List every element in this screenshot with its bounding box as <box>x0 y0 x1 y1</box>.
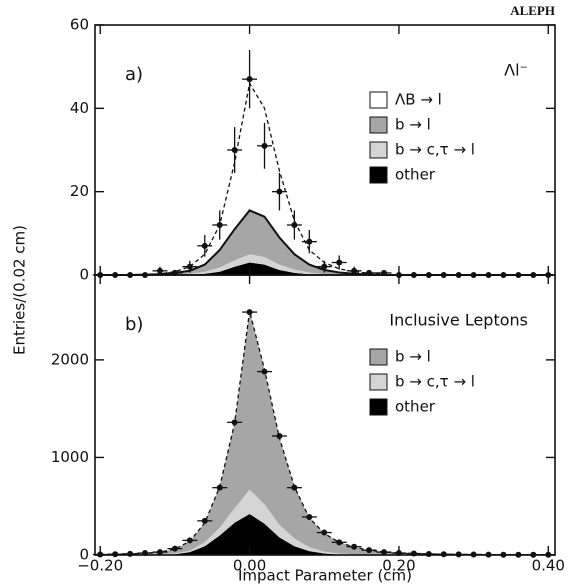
legend-label: other <box>395 166 436 184</box>
data-point <box>276 432 283 439</box>
data-point <box>321 263 328 270</box>
legend-swatch <box>369 166 388 184</box>
data-point <box>201 517 208 524</box>
data-point <box>336 259 343 266</box>
fit-curve <box>100 310 549 556</box>
y-tick-label: 40 <box>70 99 89 117</box>
data-point <box>231 419 238 426</box>
data-point <box>261 368 268 375</box>
data-point <box>127 550 134 557</box>
y-axis-label: Entries/(0.02 cm) <box>11 225 29 355</box>
data-point <box>351 543 358 550</box>
y-tick-label: 60 <box>70 16 89 34</box>
data-point <box>261 142 268 149</box>
data-point <box>351 267 358 274</box>
y-tick-label: 0 <box>79 266 89 284</box>
data-point <box>201 242 208 249</box>
legend-label: b → c,τ → l <box>395 373 475 391</box>
data-point <box>306 238 313 245</box>
legend-label: b → c,τ → l <box>395 141 475 159</box>
legend-swatch <box>369 348 388 366</box>
panel-label: a) <box>125 64 143 85</box>
y-tick-label: 20 <box>70 182 89 200</box>
data-point <box>171 545 178 552</box>
data-point <box>425 551 432 558</box>
legend-label: other <box>395 398 436 416</box>
data-point <box>246 309 253 316</box>
y-tick-label: 2000 <box>51 350 89 368</box>
legend-swatch <box>369 141 388 159</box>
legend-label: b → l <box>395 348 431 366</box>
legend-swatch <box>369 116 388 134</box>
data-point <box>291 222 298 228</box>
panel-subtitle: Inclusive Leptons <box>389 311 528 330</box>
legend-label: b → l <box>395 116 431 134</box>
stacked-area <box>100 489 549 555</box>
legend-swatch <box>369 373 388 391</box>
data-point <box>321 529 328 536</box>
x-tick-label: 0.40 <box>532 557 565 575</box>
x-tick-label: −0.20 <box>77 557 123 575</box>
plot-frame <box>94 24 556 276</box>
fit-curve <box>100 81 549 276</box>
data-point <box>216 484 223 491</box>
stacked-area <box>100 83 549 275</box>
data-point <box>156 549 163 556</box>
legend-swatch <box>369 91 388 109</box>
data-point <box>366 547 373 554</box>
data-point <box>231 147 238 153</box>
annotation: ALEPH <box>510 3 555 18</box>
data-point <box>276 188 283 195</box>
stacked-area <box>100 514 549 555</box>
y-tick-label: 0 <box>79 546 89 564</box>
data-point <box>246 76 253 83</box>
stacked-area <box>100 254 549 275</box>
data-point <box>156 267 163 274</box>
stacked-area <box>100 210 549 275</box>
data-point <box>186 263 193 270</box>
data-point <box>216 222 223 228</box>
x-tick-label: 0.00 <box>233 557 266 575</box>
legend-label: ΛB → l <box>395 91 442 109</box>
data-point <box>186 537 193 544</box>
plot-frame <box>94 274 556 556</box>
data-point <box>291 484 298 491</box>
panel-label: b) <box>125 314 143 335</box>
panel-subtitle: Λl⁻ <box>504 61 528 80</box>
stacked-area <box>100 311 549 555</box>
legend-swatch <box>369 398 388 416</box>
y-tick-label: 1000 <box>51 448 89 466</box>
x-axis-label: Impact Parameter (cm) <box>238 567 412 585</box>
x-tick-label: 0.20 <box>382 557 415 575</box>
data-point <box>336 539 343 546</box>
data-point <box>306 513 313 520</box>
data-point <box>380 549 387 556</box>
